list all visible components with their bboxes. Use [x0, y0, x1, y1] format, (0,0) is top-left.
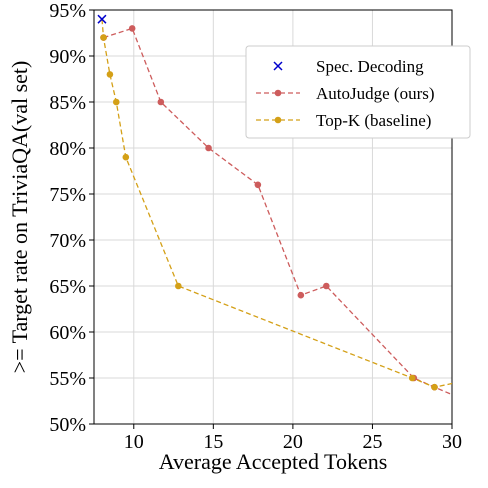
- y-tick-label: 95%: [49, 0, 86, 22]
- y-tick-label: 80%: [49, 138, 86, 160]
- legend-label: AutoJudge (ours): [316, 84, 435, 103]
- y-tick-label: 55%: [49, 368, 86, 390]
- data-point: [297, 291, 305, 299]
- x-tick-label: 30: [442, 431, 462, 453]
- y-tick-label: 70%: [49, 230, 86, 252]
- data-point: [100, 34, 107, 41]
- legend-entry: Top-K (baseline): [256, 111, 431, 130]
- series-line: [103, 27, 453, 396]
- data-point: [408, 374, 416, 382]
- legend-entry: Spec. Decoding: [273, 57, 424, 76]
- data-point: [175, 282, 182, 290]
- x-tick-label: 10: [124, 431, 144, 453]
- data-point: [122, 153, 130, 161]
- legend-box: [245, 45, 471, 139]
- axis-ticks: 10 15 20 25 30 50% 55% 60% 65% 70% 75% 80% 85% 90% 95%: [49, 0, 462, 453]
- legend-entry: AutoJudge (ours): [256, 84, 435, 103]
- data-point: [128, 25, 136, 32]
- data-point: [97, 14, 107, 24]
- legend-marker: [274, 116, 282, 124]
- y-tick-label: 50%: [49, 414, 86, 436]
- series-layer: [97, 14, 453, 396]
- data-point: [205, 144, 212, 152]
- data-point: [112, 98, 120, 106]
- y-tick-label: 65%: [49, 276, 86, 298]
- series-2: [100, 19, 453, 391]
- y-tick-label: 60%: [49, 322, 86, 344]
- y-axis-label: >= Target rate on TriviaQA(val set): [7, 61, 32, 374]
- y-tick-label: 90%: [49, 46, 86, 68]
- y-tick-label: 75%: [49, 184, 86, 206]
- y-tick-label: 85%: [49, 92, 86, 114]
- x-tick-label: 20: [283, 431, 303, 453]
- data-point: [254, 181, 262, 189]
- legend-label: Top-K (baseline): [316, 111, 431, 130]
- legend-marker: [274, 89, 282, 97]
- plot-frame: [93, 9, 453, 425]
- data-point: [431, 383, 438, 391]
- x-axis-label: Average Accepted Tokens: [159, 449, 388, 474]
- x-tick-label: 25: [362, 431, 382, 453]
- data-point: [106, 71, 114, 78]
- x-tick-label: 15: [203, 431, 223, 453]
- series-0: [97, 14, 107, 24]
- data-point: [323, 282, 330, 290]
- data-point: [157, 98, 165, 106]
- legend: Spec. Decoding AutoJudge (ours) Top-K (bas…: [245, 45, 471, 139]
- legend-label: Spec. Decoding: [316, 57, 424, 76]
- legend-marker: [273, 61, 283, 71]
